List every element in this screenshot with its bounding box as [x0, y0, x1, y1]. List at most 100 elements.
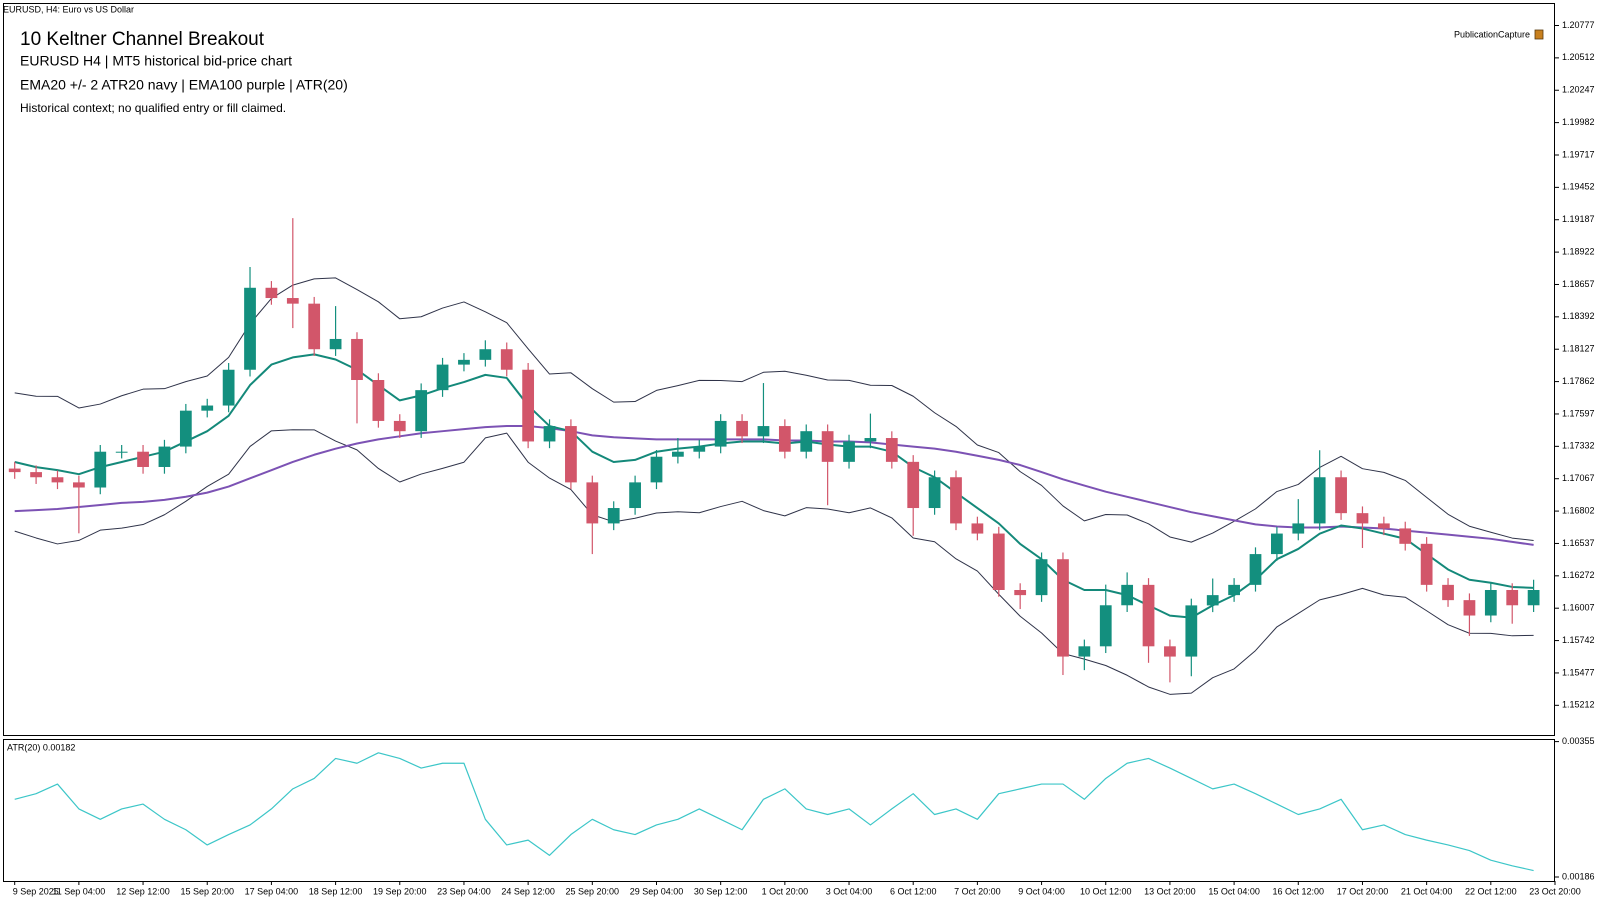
x-tick-label: 16 Oct 12:00 [1273, 886, 1325, 896]
candle-body [393, 420, 406, 432]
candle-body [950, 477, 962, 524]
candle-body [907, 461, 920, 509]
candle-body [1420, 543, 1433, 585]
candle-body [94, 451, 107, 488]
y-tick-label: 1.20512 [1562, 52, 1595, 62]
candle-body [1377, 523, 1390, 529]
y-tick-label: 1.17597 [1562, 408, 1595, 418]
indicator-line [14, 277, 1534, 543]
candle-body [222, 369, 235, 406]
candle-body [1035, 559, 1048, 596]
candle-body [179, 410, 192, 447]
candle-body [1099, 605, 1112, 647]
candle-body [650, 456, 663, 483]
x-tick-label: 13 Oct 20:00 [1144, 886, 1196, 896]
y-tick-label: 1.18392 [1562, 311, 1595, 321]
candle-body [1292, 523, 1305, 534]
y-tick-label: 1.17862 [1562, 376, 1595, 386]
candle-body [329, 338, 342, 350]
candle-body [1164, 646, 1176, 657]
candle-body [543, 426, 556, 442]
candle-body [992, 533, 1005, 590]
candle-body [864, 438, 877, 442]
x-tick-label: 29 Sep 04:00 [630, 886, 684, 896]
y-tick-label: 1.16537 [1562, 538, 1595, 548]
candle-body [1057, 559, 1069, 657]
window-title: EURUSD, H4: Euro vs US Dollar [3, 4, 134, 14]
x-tick-label: 21 Oct 04:00 [1401, 886, 1453, 896]
y-tick-label: 1.15212 [1562, 700, 1595, 710]
candle-body [1078, 646, 1091, 657]
candle-body [286, 298, 299, 304]
candle-body [8, 468, 21, 473]
y-tick-label: 1.15477 [1562, 667, 1595, 677]
x-tick-label: 7 Oct 20:00 [954, 886, 1001, 896]
chart-subtitle: EURUSD H4 | MT5 historical bid-price cha… [20, 53, 292, 69]
candle-body [629, 482, 641, 509]
x-tick-label: 17 Oct 20:00 [1337, 886, 1389, 896]
candle-body [351, 338, 363, 381]
candle-body [1527, 589, 1540, 606]
x-tick-label: 22 Oct 12:00 [1465, 886, 1517, 896]
x-tick-label: 15 Sep 20:00 [180, 886, 234, 896]
x-tick-label: 1 Oct 20:00 [762, 886, 809, 896]
candle-body [458, 359, 470, 365]
y-tick-label: 1.19982 [1562, 117, 1595, 127]
candle-body [479, 349, 492, 360]
candle-body [1484, 589, 1497, 616]
candle-body [137, 451, 149, 467]
x-tick-label: 9 Oct 04:00 [1018, 886, 1065, 896]
candle-body [1399, 528, 1412, 544]
candle-body [757, 426, 770, 437]
candle-body [928, 477, 941, 509]
y-tick-label: 1.18657 [1562, 279, 1595, 289]
candle-body [201, 405, 214, 411]
candle-body [843, 441, 855, 462]
chart-title: 10 Keltner Channel Breakout [20, 29, 265, 50]
y-tick-label: 1.16802 [1562, 505, 1595, 515]
candle-body [1121, 584, 1134, 606]
candle-body [1142, 584, 1155, 647]
candle-body [586, 482, 599, 524]
y-tick-label: 0.00186 [1562, 871, 1595, 881]
candle-body [1356, 513, 1369, 524]
candle-body [244, 287, 256, 370]
candle-body [500, 349, 513, 370]
candle-body [565, 426, 577, 483]
watermark: PublicationCapture [1454, 29, 1530, 39]
candle-body [714, 420, 727, 447]
x-tick-label: 17 Sep 04:00 [245, 886, 299, 896]
candle-body [372, 380, 385, 421]
y-tick-label: 1.16007 [1562, 603, 1595, 613]
x-tick-label: 9 Sep 2025 [13, 886, 59, 896]
x-tick-label: 23 Oct 20:00 [1529, 886, 1581, 896]
x-tick-label: 11 Sep 04:00 [52, 886, 105, 896]
candle-body [1271, 533, 1283, 555]
candle-body [607, 508, 620, 524]
x-tick-label: 18 Sep 12:00 [309, 886, 363, 896]
price-panel-frame [3, 3, 1555, 736]
y-tick-label: 1.17332 [1562, 441, 1595, 451]
candle-body [308, 303, 321, 350]
atr-title: ATR(20) 0.00182 [7, 742, 75, 752]
indicator-legend: EMA20 +/- 2 ATR20 navy | EMA100 purple |… [20, 77, 348, 93]
x-tick-label: 19 Sep 20:00 [373, 886, 427, 896]
x-tick-label: 23 Sep 04:00 [437, 886, 491, 896]
candle-body [736, 420, 748, 437]
candle-body [800, 431, 813, 452]
candle-body [265, 287, 278, 299]
y-tick-label: 1.19717 [1562, 149, 1595, 159]
candle-body [885, 438, 898, 462]
candle-body [1185, 605, 1198, 657]
x-tick-label: 6 Oct 12:00 [890, 886, 937, 896]
candle-body [821, 431, 834, 462]
candle-body [30, 472, 42, 478]
candle-body [158, 446, 171, 467]
watermark-icon [1534, 29, 1544, 40]
indicator-line [14, 425, 1534, 546]
atr-panel-frame [3, 739, 1555, 882]
candle-body [415, 390, 428, 432]
y-tick-label: 1.16272 [1562, 570, 1595, 580]
